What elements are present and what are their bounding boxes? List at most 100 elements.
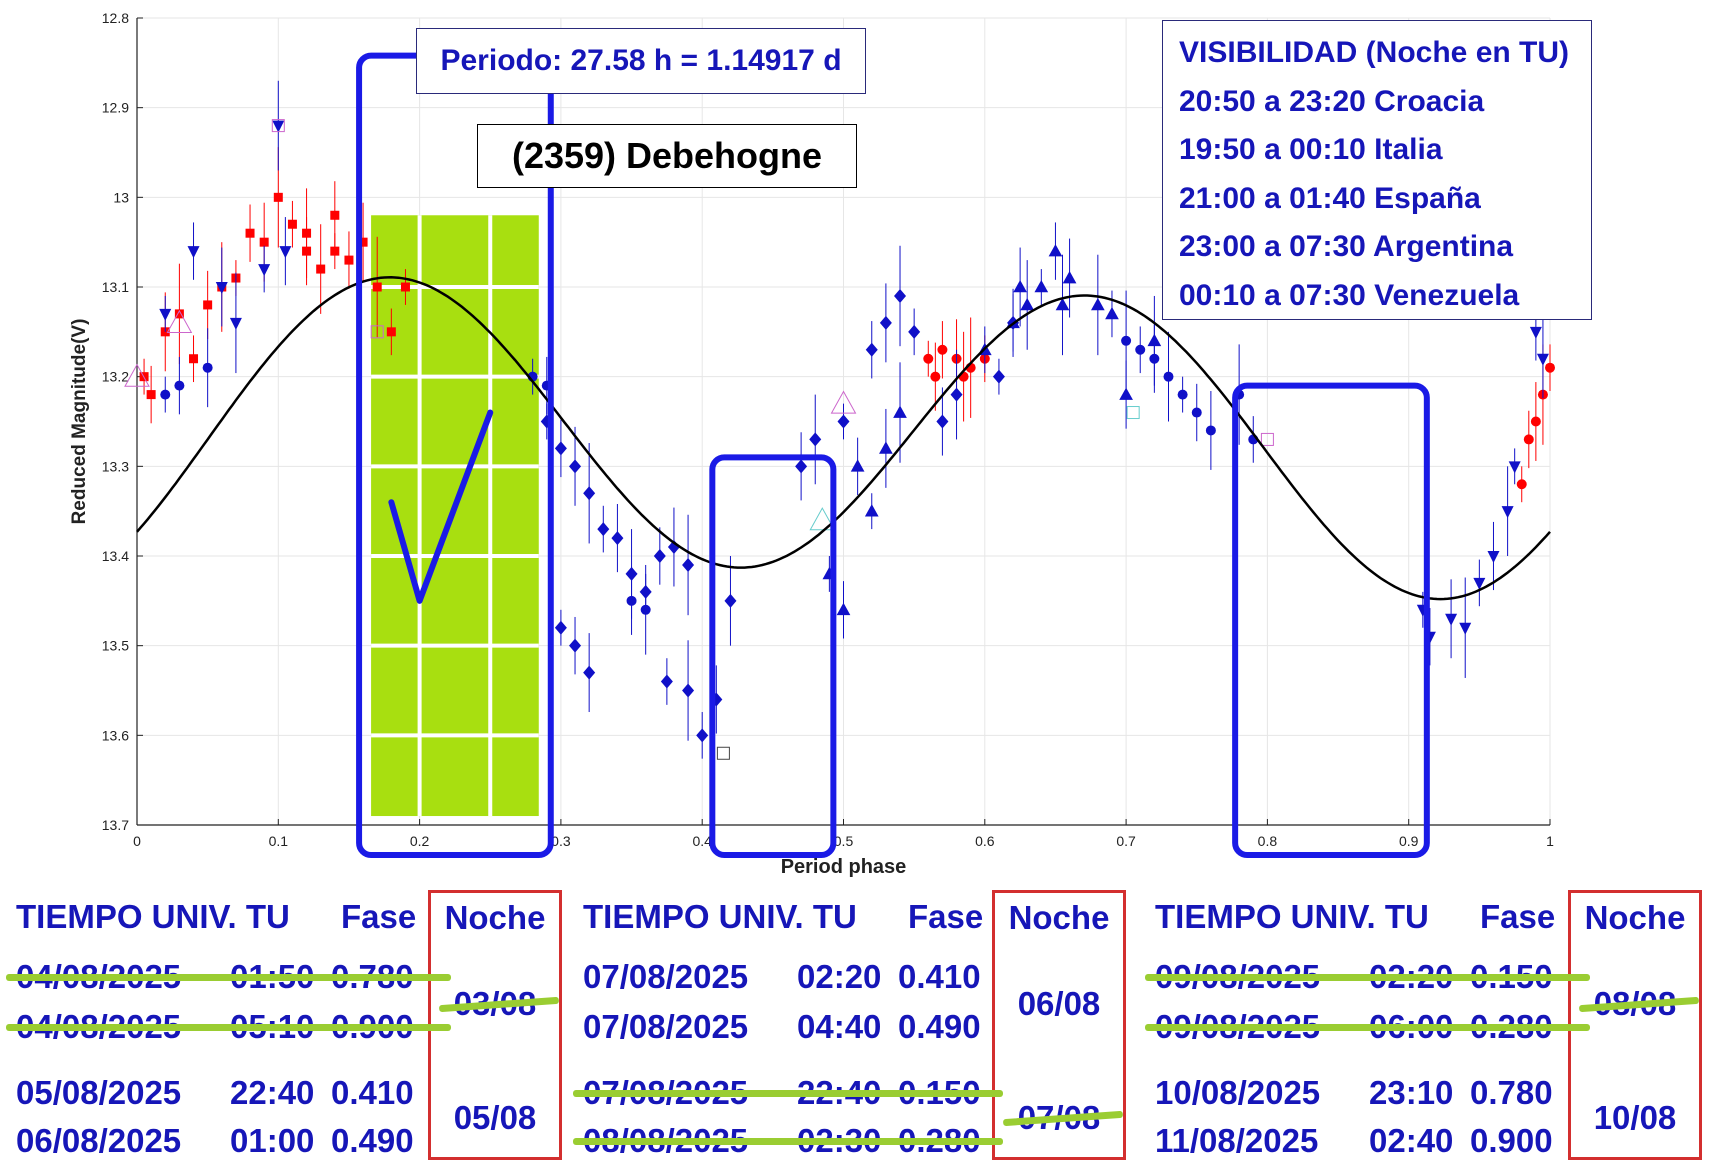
data-point xyxy=(1530,416,1541,427)
data-point xyxy=(279,246,292,259)
x-tick-label: 0.3 xyxy=(551,833,571,849)
data-point xyxy=(809,507,836,531)
row-phase: 0.780 xyxy=(1470,1074,1553,1111)
data-point xyxy=(272,120,285,133)
row-time: 02:20 xyxy=(797,958,882,995)
data-point xyxy=(830,390,857,414)
data-point xyxy=(1260,432,1274,446)
data-point xyxy=(809,432,822,447)
data-point xyxy=(879,441,893,454)
y-tick-label: 13.2 xyxy=(102,369,129,385)
data-point xyxy=(583,486,596,501)
data-point xyxy=(923,353,934,364)
x-tick-label: 0 xyxy=(133,833,141,849)
data-point xyxy=(1177,389,1188,400)
data-point xyxy=(1090,297,1105,311)
night-column-header: Noche xyxy=(1008,899,1110,936)
data-point xyxy=(626,595,637,606)
data-point xyxy=(1163,371,1174,382)
period-label: Periodo: 27.58 h = 1.14917 d xyxy=(416,28,866,94)
data-point xyxy=(160,389,171,400)
y-tick-label: 12.9 xyxy=(102,100,129,116)
data-point xyxy=(1062,271,1077,284)
data-point xyxy=(316,264,326,274)
data-point xyxy=(344,255,354,265)
data-point xyxy=(1048,244,1063,257)
data-point xyxy=(1119,387,1133,400)
data-point xyxy=(202,362,213,373)
observation-table: TIEMPO UNIV. TUFaseNoche08/0810/0809/08/… xyxy=(1145,890,1715,1170)
data-point xyxy=(302,228,312,238)
data-point xyxy=(795,459,808,474)
data-point xyxy=(893,405,907,418)
data-point xyxy=(372,282,382,292)
row-time: 23:10 xyxy=(1369,1074,1454,1111)
row-time: 02:40 xyxy=(1369,1122,1454,1159)
row-date: 07/08/2025 xyxy=(583,1008,749,1045)
data-point xyxy=(386,327,396,337)
data-point xyxy=(189,354,199,364)
time-column-header: TIEMPO UNIV. TU xyxy=(16,898,290,935)
data-point xyxy=(1126,406,1140,420)
night-value: 06/08 xyxy=(1017,985,1101,1022)
data-point xyxy=(273,192,283,202)
data-point xyxy=(287,219,297,229)
data-point xyxy=(1205,425,1216,436)
data-point xyxy=(258,264,271,277)
data-point xyxy=(1473,577,1486,590)
data-point xyxy=(660,674,673,689)
y-tick-label: 13.4 xyxy=(102,548,129,564)
row-phase: 0.410 xyxy=(898,958,981,995)
x-tick-label: 0.9 xyxy=(1399,833,1419,849)
data-point xyxy=(696,728,709,743)
y-tick-label: 12.8 xyxy=(102,10,129,26)
row-time: 01:00 xyxy=(230,1122,315,1159)
data-point xyxy=(1459,622,1472,635)
data-point xyxy=(124,363,150,387)
data-point xyxy=(836,602,851,616)
y-tick-label: 13.7 xyxy=(102,817,129,833)
data-point xyxy=(146,390,156,400)
data-point xyxy=(569,459,582,474)
data-point xyxy=(1121,335,1132,346)
data-point xyxy=(930,371,941,382)
data-point xyxy=(682,683,695,698)
x-tick-label: 0.8 xyxy=(1258,833,1278,849)
data-point xyxy=(554,441,567,456)
data-point xyxy=(716,746,730,760)
candidate-phase-box xyxy=(1232,382,1430,858)
data-point xyxy=(894,288,907,303)
data-point xyxy=(271,119,285,133)
data-point xyxy=(554,620,567,635)
check-mark-icon xyxy=(388,409,494,604)
y-tick-label: 13.3 xyxy=(102,458,129,474)
strike-through-line xyxy=(573,1090,1003,1097)
y-axis-label: Reduced Magnitude(V) xyxy=(69,319,90,525)
data-point xyxy=(1191,407,1202,418)
data-point xyxy=(400,282,410,292)
data-point xyxy=(174,380,185,391)
data-point xyxy=(937,344,948,355)
row-date: 10/08/2025 xyxy=(1155,1074,1321,1111)
night-column-header: Noche xyxy=(444,899,546,936)
data-point xyxy=(1529,326,1542,339)
strike-through-line xyxy=(6,1024,451,1031)
x-tick-label: 1 xyxy=(1546,833,1554,849)
row-phase: 0.410 xyxy=(331,1074,414,1111)
observation-table: TIEMPO UNIV. TUFaseNoche06/0807/0807/08/… xyxy=(573,890,1143,1170)
data-point xyxy=(1105,306,1119,320)
data-point xyxy=(159,308,172,321)
data-point xyxy=(245,228,255,238)
data-point xyxy=(259,237,269,247)
x-tick-label: 0.4 xyxy=(692,833,712,849)
data-point xyxy=(1487,551,1500,563)
strike-through-line xyxy=(1145,974,1590,981)
fit-curve xyxy=(136,276,1551,601)
visibility-panel: VISIBILIDAD (Noche en TU) 20:50 a 23:20 … xyxy=(1162,20,1592,320)
x-tick-label: 0.5 xyxy=(834,833,854,849)
visibility-line: 20:50 a 23:20 Croacia xyxy=(1179,84,1485,118)
data-point xyxy=(864,504,879,517)
time-column-header: TIEMPO UNIV. TU xyxy=(583,898,857,935)
data-point xyxy=(879,315,892,330)
data-point xyxy=(640,604,651,615)
